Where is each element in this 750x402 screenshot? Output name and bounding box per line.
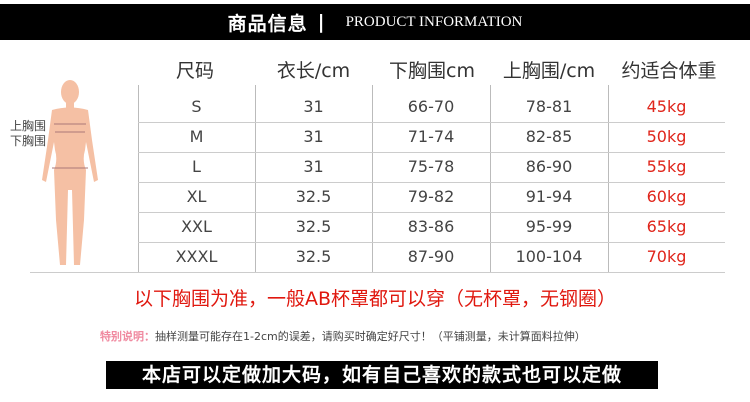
table-divider [138, 242, 725, 243]
cell-weight: 50kg [646, 127, 687, 146]
custom-order-banner: 本店可以定做加大码，如有自己喜欢的款式也可以定做 [106, 361, 658, 389]
header-title-en: PRODUCT INFORMATION [345, 13, 523, 30]
table-divider [138, 212, 725, 213]
bust-notice: 以下胸围为准，一般AB杯罩都可以穿（无杯罩，无钢圈） [133, 288, 617, 310]
cell-weight: 70kg [646, 247, 687, 266]
cell-weight: 55kg [646, 157, 687, 176]
cell-under-bust: 83-86 [407, 217, 455, 236]
note-key: 特别说明： [100, 330, 155, 343]
column-header-size: 尺码 [175, 60, 214, 82]
cell-weight: 60kg [646, 187, 687, 206]
header-separator: | [317, 11, 326, 33]
table-divider [372, 85, 373, 272]
column-header-under-bust: 下胸围cm [389, 60, 475, 82]
table-divider [30, 272, 725, 273]
cell-size: XXXL [175, 247, 218, 266]
table-divider [255, 85, 256, 272]
cell-upper-bust: 82-85 [525, 127, 573, 146]
cell-size: S [191, 97, 202, 116]
measurement-note: 特别说明：抽样测量可能存在1-2cm的误差，请购买时确定好尺寸！（平铺测量，未计… [100, 328, 586, 344]
cell-length: 31 [303, 97, 324, 116]
column-header-length: 衣长/cm [276, 60, 351, 82]
cell-length: 32.5 [295, 217, 332, 236]
table-divider [138, 122, 725, 123]
cell-length: 31 [303, 157, 324, 176]
cell-weight: 45kg [646, 97, 687, 116]
table-divider [138, 182, 725, 183]
cell-size: XXL [181, 217, 212, 236]
cell-weight: 65kg [646, 217, 687, 236]
column-header-upper-bust: 上胸围/cm [502, 60, 596, 82]
cell-upper-bust: 100-104 [515, 247, 583, 266]
under-bust-label: 下胸围 [10, 134, 47, 148]
table-divider [490, 85, 491, 272]
cell-upper-bust: 95-99 [525, 217, 573, 236]
cell-under-bust: 79-82 [407, 187, 455, 206]
cell-size: L [192, 157, 201, 176]
table-divider [138, 152, 725, 153]
cell-under-bust: 71-74 [407, 127, 455, 146]
cell-under-bust: 75-78 [407, 157, 455, 176]
cell-length: 31 [303, 127, 324, 146]
upper-bust-label: 上胸围 [10, 119, 47, 133]
header-bar: 商品信息 | PRODUCT INFORMATION [0, 4, 750, 40]
header-title-cn: 商品信息 [227, 12, 308, 35]
cell-upper-bust: 78-81 [525, 97, 573, 116]
cell-upper-bust: 86-90 [525, 157, 573, 176]
cell-size: XL [186, 187, 207, 206]
column-header-weight: 约适合体重 [621, 60, 717, 82]
cell-length: 32.5 [295, 247, 332, 266]
cell-upper-bust: 91-94 [525, 187, 573, 206]
table-divider [608, 85, 609, 272]
table-divider [138, 85, 139, 272]
note-text: 抽样测量可能存在1-2cm的误差，请购买时确定好尺寸！（平铺测量，未计算面料拉伸… [155, 330, 586, 343]
cell-length: 32.5 [295, 187, 332, 206]
body-figure-illustration [42, 80, 98, 265]
cell-size: M [189, 127, 204, 146]
cell-under-bust: 87-90 [407, 247, 455, 266]
cell-under-bust: 66-70 [407, 97, 455, 116]
